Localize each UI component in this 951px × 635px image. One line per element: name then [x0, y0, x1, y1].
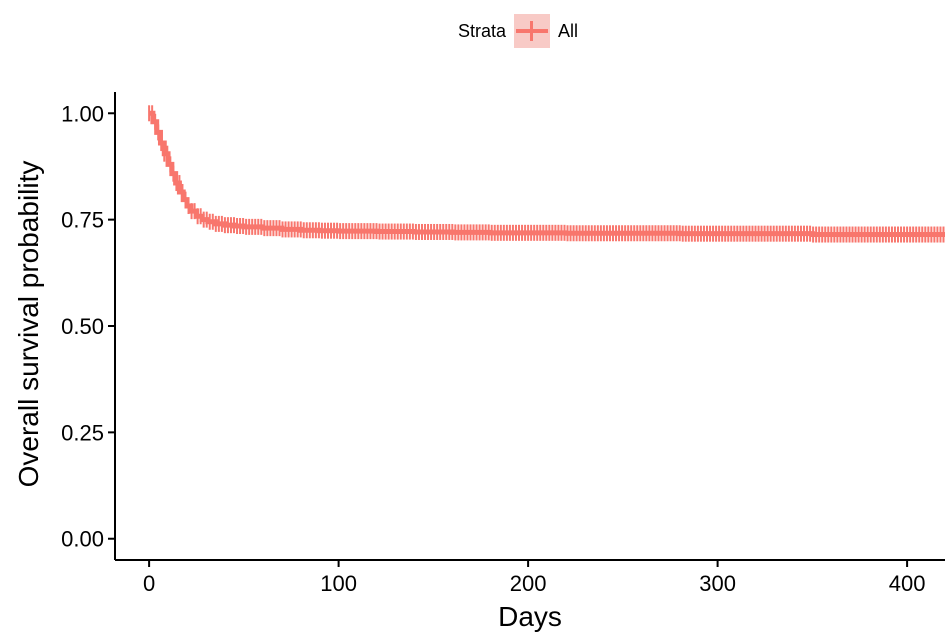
y-axis-label: Overall survival probability: [13, 161, 44, 488]
plot-marks: [148, 105, 945, 243]
legend-label-all: All: [558, 20, 579, 41]
y-tick-label: 0.50: [61, 314, 104, 339]
axes: 0.00 0.25 0.50 0.75 1.00 0 100 200 300 400: [61, 92, 945, 596]
y-tick-label: 0.25: [61, 420, 104, 445]
x-axis-label: Days: [498, 601, 562, 632]
legend: Strata All: [458, 14, 578, 48]
survival-curve-all: [149, 110, 945, 238]
x-tick-label: 200: [510, 571, 547, 596]
censor-marks: [148, 105, 945, 243]
legend-key-all: [514, 14, 551, 48]
x-tick-label: 100: [320, 571, 357, 596]
x-tick-label: 300: [699, 571, 736, 596]
y-tick-label: 0.00: [61, 527, 104, 552]
x-tick-label: 0: [143, 571, 155, 596]
y-tick-label: 0.75: [61, 208, 104, 233]
y-tick-label: 1.00: [61, 101, 104, 126]
legend-title: Strata: [458, 20, 507, 41]
x-tick-label: 400: [889, 571, 926, 596]
